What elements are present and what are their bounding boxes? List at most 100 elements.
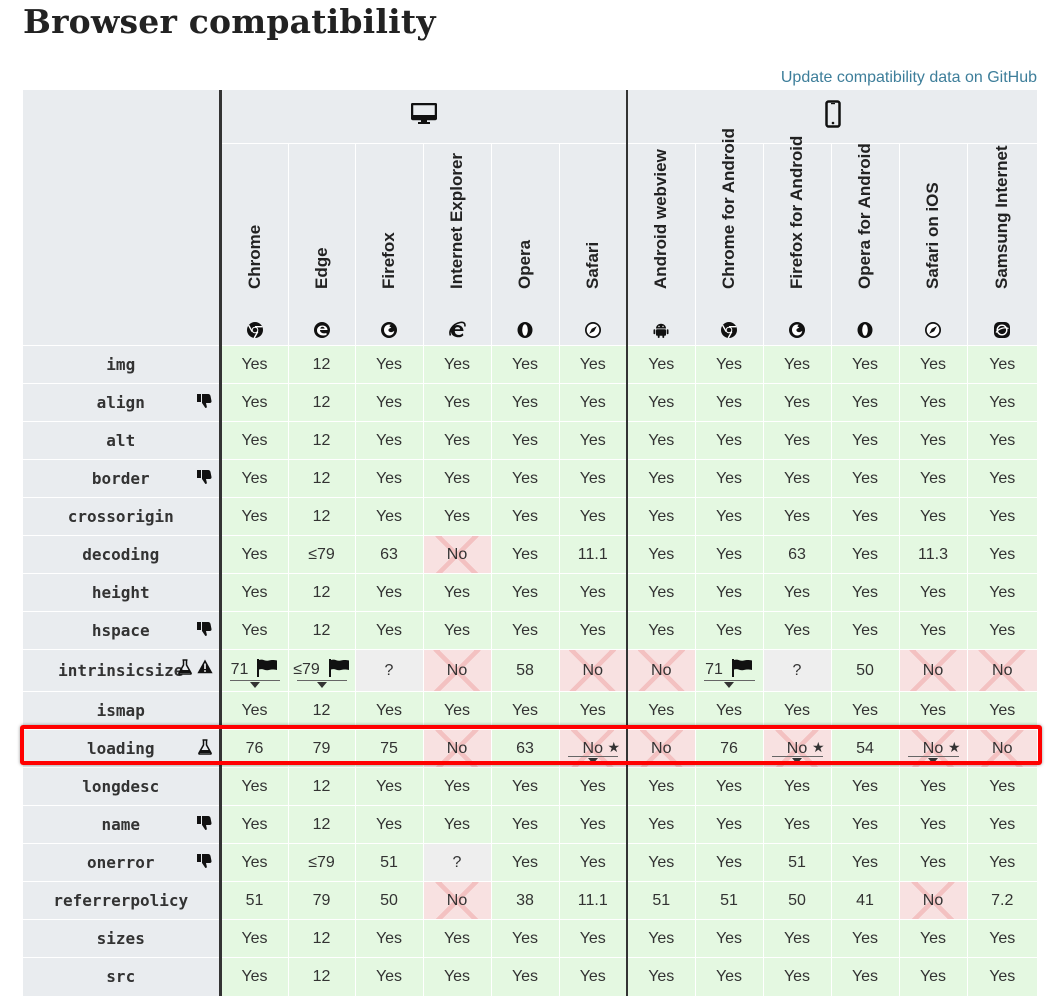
support-cell: 12 [287,691,355,730]
support-value: Yes [989,393,1016,411]
support-value: Yes [715,393,743,411]
expand-icon[interactable] [792,758,802,764]
support-cell: Yes [558,957,628,996]
support-cell: Yes [219,691,288,730]
feature-cell: name [23,805,222,844]
feature-name[interactable]: height [91,582,150,602]
support-value: Yes [648,355,675,373]
support-value: ? [792,661,802,679]
support-cell: Yes [830,497,899,536]
github-link[interactable]: Update compatibility data on GitHub [780,69,1037,86]
support-cell: Yes [354,573,423,612]
support-cell: Yes [422,919,491,958]
expand-icon[interactable] [249,682,260,688]
support-value: Yes [511,929,539,947]
feature-name[interactable]: border [91,468,150,488]
support-value: Yes [648,507,675,525]
feature-name[interactable]: name [101,814,141,834]
feature-name[interactable]: sizes [96,928,145,948]
opera-icon [517,322,533,338]
support-value: Yes [919,431,947,449]
support-cell: Yes [558,919,628,958]
support-value: Yes [783,815,811,833]
browser-header: Safari on iOS [898,143,967,346]
support-cell: Yes [490,535,559,574]
support-value: Yes [579,777,606,795]
expand-icon[interactable] [724,682,734,688]
feature-name[interactable]: src [106,966,136,986]
support-cell: Yes [898,767,967,806]
feature-cell: src [23,957,222,996]
support-value: Yes [443,393,471,411]
support-cell: Yes [490,767,559,806]
support-value: ≤79 [308,545,335,563]
support-cell[interactable]: No ★ [558,729,628,768]
support-cell: 54 [830,729,899,768]
support-cell: Yes [694,805,763,844]
support-cell[interactable]: ≤79 [287,649,355,692]
feature-name[interactable]: referrerpolicy [53,890,189,910]
support-cell: Yes [626,767,695,806]
support-cell: Yes [830,919,899,958]
support-cell: Yes [966,919,1038,958]
support-value: Yes [511,967,539,985]
support-cell: Yes [762,691,831,730]
support-value: Yes [648,545,675,563]
table-row: height Yes 12 Yes Yes Yes Yes Yes Yes Yes Yes Yes Ye… [23,573,1038,612]
table-row: hspace Yes 12 Yes Yes Yes Yes Yes Yes Yes Yes Yes Ye… [23,611,1038,650]
support-cell: 51 [762,843,831,882]
feature-name[interactable]: ismap [96,700,145,720]
support-cell[interactable]: No ★ [898,729,967,768]
support-cell: Yes [966,573,1038,612]
expand-icon[interactable] [587,758,598,764]
feature-name[interactable]: longdesc [82,776,160,796]
feature-cell: height [23,573,222,612]
support-value: Yes [989,967,1016,985]
chrome-icon [721,322,737,339]
feature-name[interactable]: alt [106,430,136,450]
support-value: Yes [919,815,947,833]
notes-underline [703,680,755,681]
support-value: Yes [241,967,268,985]
feature-name[interactable]: hspace [91,620,150,640]
support-cell[interactable]: 71 [694,649,763,692]
support-value: Yes [579,929,606,947]
browser-header: Internet Explorer [422,143,491,346]
support-value: Yes [783,777,811,795]
support-value: Yes [443,469,471,487]
feature-name[interactable]: align [96,392,145,412]
support-cell[interactable]: 71 [219,649,288,692]
support-cell: Yes [558,767,628,806]
support-cell: Yes [219,611,288,650]
support-cell: Yes [626,919,695,958]
feature-name[interactable]: decoding [82,544,160,564]
deprecated-icon [195,621,213,642]
support-value: Yes [715,545,743,563]
table-row: img Yes 12 Yes Yes Yes Yes Yes Yes Yes Yes Yes Yes [23,345,1038,384]
feature-name[interactable]: crossorigin [67,506,174,526]
support-cell: Yes [219,573,288,612]
support-cell: Yes [558,383,628,422]
expand-icon[interactable] [316,682,327,688]
support-cell: Yes [354,805,423,844]
feature-cell: onerror [23,843,222,882]
feature-name[interactable]: loading [87,738,155,758]
support-cell[interactable]: No ★ [762,729,831,768]
support-value: Yes [579,967,606,985]
feature-cell: border [23,459,222,498]
support-value: Yes [511,545,539,563]
support-cell: No [626,729,695,768]
support-cell: 51 [354,843,423,882]
support-cell: Yes [694,383,763,422]
support-cell: Yes [898,345,967,384]
support-value: Yes [511,393,539,411]
support-value: Yes [851,853,879,871]
support-value: Yes [648,929,675,947]
support-cell: 41 [830,881,899,920]
browser-header: Android webview [626,143,695,346]
support-cell: ? [422,843,491,882]
feature-name[interactable]: img [106,354,136,374]
feature-name[interactable]: onerror [87,852,155,872]
expand-icon[interactable] [928,758,938,764]
feature-name[interactable]: intrinsicsize [58,660,184,680]
